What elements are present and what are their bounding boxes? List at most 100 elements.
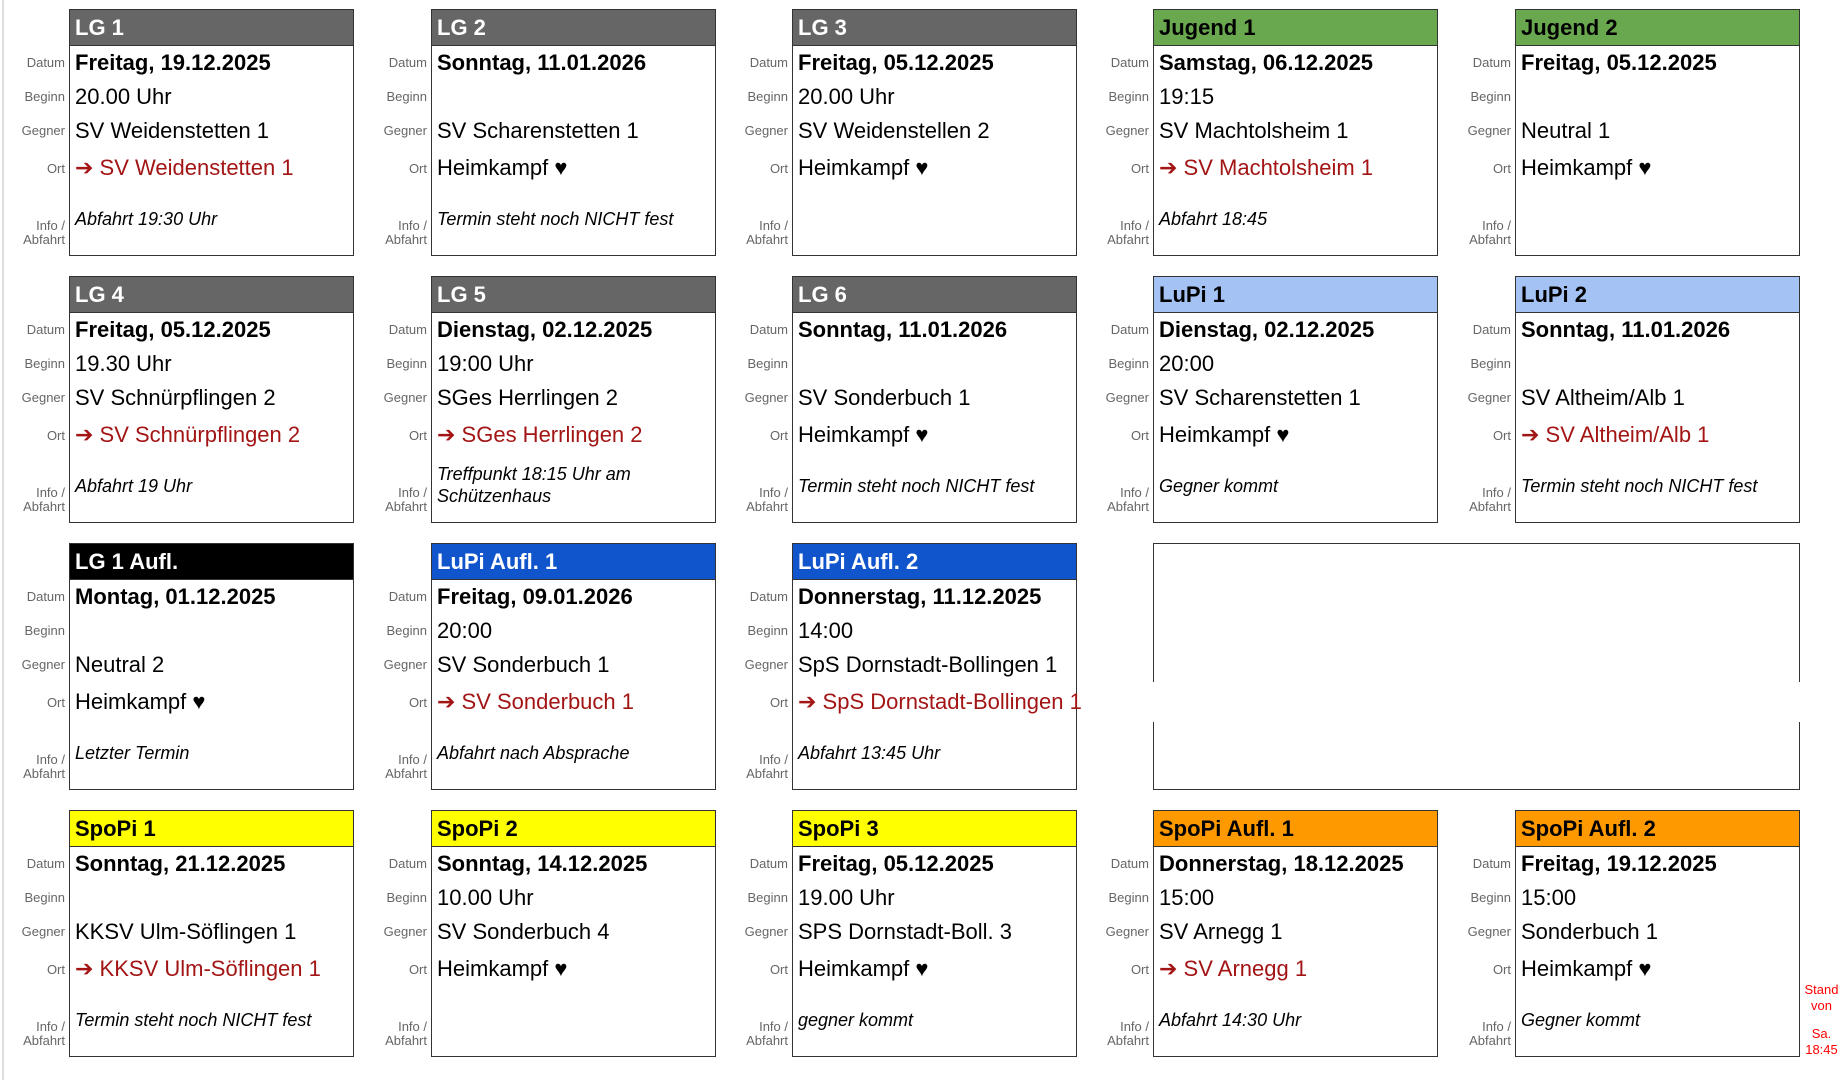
label-ort: Ort (408, 428, 427, 443)
match-opponent: SGes Herrlingen 2 (437, 385, 618, 410)
match-opponent: SPS Dornstadt-Boll. 3 (798, 919, 1012, 944)
match-card: Jugend 2 Freitag, 05.12.2025 Neutral 1 H… (1515, 9, 1800, 256)
match-start: 19:15 (1159, 84, 1215, 109)
match-card: SpoPi 1 Sonntag, 21.12.2025 KKSV Ulm-Söf… (69, 810, 354, 1057)
match-card: LG 2 Sonntag, 11.01.2026 SV Scharenstett… (431, 9, 716, 256)
match-date: Freitag, 09.01.2026 (437, 584, 633, 609)
label-info: Info / Abfahrt (23, 1019, 65, 1048)
match-info: Treffpunkt 18:15 Uhr am Schützenhaus (437, 464, 631, 506)
match-location: Heimkampf ♥ (1159, 422, 1290, 447)
match-start (1516, 80, 1799, 114)
label-beginn: Beginn (386, 623, 427, 638)
team-header: Jugend 2 (1516, 10, 1799, 46)
match-card: LuPi Aufl. 2 Donnerstag, 11.12.2025 14:0… (792, 543, 1082, 790)
label-ort: Ort (1130, 428, 1149, 443)
match-date: Freitag, 19.12.2025 (1521, 851, 1717, 876)
match-card: LG 3 Freitag, 05.12.2025 20.00 Uhr SV We… (792, 9, 1077, 256)
match-card: LG 6 Sonntag, 11.01.2026 SV Sonderbuch 1… (792, 276, 1077, 523)
label-gegner: Gegner (1467, 924, 1511, 939)
label-datum: Datum (749, 856, 788, 871)
label-info: Info / Abfahrt (385, 1019, 427, 1048)
match-date: Freitag, 05.12.2025 (1521, 50, 1717, 75)
label-gegner: Gegner (1467, 123, 1511, 138)
match-start: 14:00 (798, 618, 854, 643)
match-opponent: SV Weidenstetten 1 (75, 118, 270, 143)
match-opponent: SV Scharenstetten 1 (1159, 385, 1361, 410)
match-date: Dienstag, 02.12.2025 (437, 317, 653, 342)
match-date: Samstag, 06.12.2025 (1159, 50, 1374, 75)
label-datum: Datum (1472, 55, 1511, 70)
match-opponent: SV Scharenstetten 1 (437, 118, 639, 143)
match-start: 20:00 (1159, 351, 1215, 376)
team-header: LG 4 (70, 277, 353, 313)
label-ort: Ort (46, 428, 65, 443)
match-location: Heimkampf ♥ (437, 956, 568, 981)
label-gegner: Gegner (21, 123, 65, 138)
match-opponent: KKSV Ulm-Söflingen 1 (75, 919, 297, 944)
match-opponent: Neutral 1 (1521, 118, 1611, 143)
label-info: Info / Abfahrt (1469, 218, 1511, 247)
match-info: Gegner kommt (1521, 1010, 1641, 1030)
match-info: Abfahrt 19:30 Uhr (75, 209, 218, 229)
match-location: ➔ SV Arnegg 1 (1159, 956, 1308, 981)
match-opponent: Neutral 2 (75, 652, 165, 677)
label-info: Info / Abfahrt (23, 485, 65, 514)
match-opponent: SV Arnegg 1 (1159, 919, 1283, 944)
label-ort: Ort (1492, 428, 1511, 443)
match-card: SpoPi 3 Freitag, 05.12.2025 19.00 Uhr SP… (792, 810, 1077, 1057)
team-header: LG 1 (70, 10, 353, 46)
label-info: Info / Abfahrt (1107, 1019, 1149, 1048)
label-ort: Ort (46, 695, 65, 710)
match-date: Donnerstag, 18.12.2025 (1159, 851, 1404, 876)
label-datum: Datum (1110, 55, 1149, 70)
label-beginn: Beginn (24, 356, 65, 371)
match-card: SpoPi 2 Sonntag, 14.12.2025 10.00 Uhr SV… (431, 810, 716, 1057)
label-info: Info / Abfahrt (23, 752, 65, 781)
label-beginn: Beginn (386, 356, 427, 371)
match-start: 19.00 Uhr (798, 885, 895, 910)
match-date: Sonntag, 11.01.2026 (1521, 317, 1731, 342)
team-header: LG 1 Aufl. (70, 544, 353, 580)
match-location: ➔ SpS Dornstadt-Bollingen 1 (798, 689, 1082, 714)
match-location: Heimkampf ♥ (798, 956, 929, 981)
match-opponent: SV Schnürpflingen 2 (75, 385, 276, 410)
stand-day: Sa. (1811, 1026, 1832, 1041)
match-date: Sonntag, 11.01.2026 (437, 50, 647, 75)
match-start: 20.00 Uhr (75, 84, 172, 109)
label-info: Info / Abfahrt (1469, 485, 1511, 514)
match-opponent: SV Weidenstellen 2 (798, 118, 990, 143)
team-header: LuPi Aufl. 1 (432, 544, 715, 580)
match-card: LG 1 Freitag, 19.12.2025 20.00 Uhr SV We… (69, 9, 354, 256)
stand-note: Stand von Sa. 18:45 (1800, 982, 1843, 1058)
match-date: Freitag, 05.12.2025 (75, 317, 271, 342)
match-info: Abfahrt 18:45 (1159, 209, 1268, 229)
label-beginn: Beginn (1108, 89, 1149, 104)
label-gegner: Gegner (21, 924, 65, 939)
match-info: Abfahrt 14:30 Uhr (1159, 1010, 1302, 1030)
match-date: Sonntag, 14.12.2025 (437, 851, 648, 876)
match-start: 20:00 (437, 618, 493, 643)
match-info: Termin steht noch NICHT fest (798, 476, 1035, 496)
empty-card (1151, 543, 1802, 790)
label-datum: Datum (388, 856, 427, 871)
match-date: Freitag, 05.12.2025 (798, 851, 994, 876)
label-ort: Ort (1130, 962, 1149, 977)
label-gegner: Gegner (744, 123, 788, 138)
label-ort: Ort (769, 695, 788, 710)
label-datum: Datum (749, 322, 788, 337)
page-left-border (2, 0, 4, 1080)
match-start (432, 80, 715, 114)
label-beginn: Beginn (1108, 356, 1149, 371)
team-header: LuPi 2 (1516, 277, 1799, 313)
match-location: ➔ SV Sonderbuch 1 (437, 689, 635, 714)
label-ort: Ort (46, 161, 65, 176)
label-ort: Ort (769, 428, 788, 443)
label-datum: Datum (388, 322, 427, 337)
team-header: LG 3 (793, 10, 1076, 46)
label-info: Info / Abfahrt (1469, 1019, 1511, 1048)
match-start (70, 614, 353, 648)
stand-label-von: von (1811, 998, 1832, 1013)
label-info: Info / Abfahrt (1107, 218, 1149, 247)
label-gegner: Gegner (744, 924, 788, 939)
label-datum: Datum (26, 322, 65, 337)
